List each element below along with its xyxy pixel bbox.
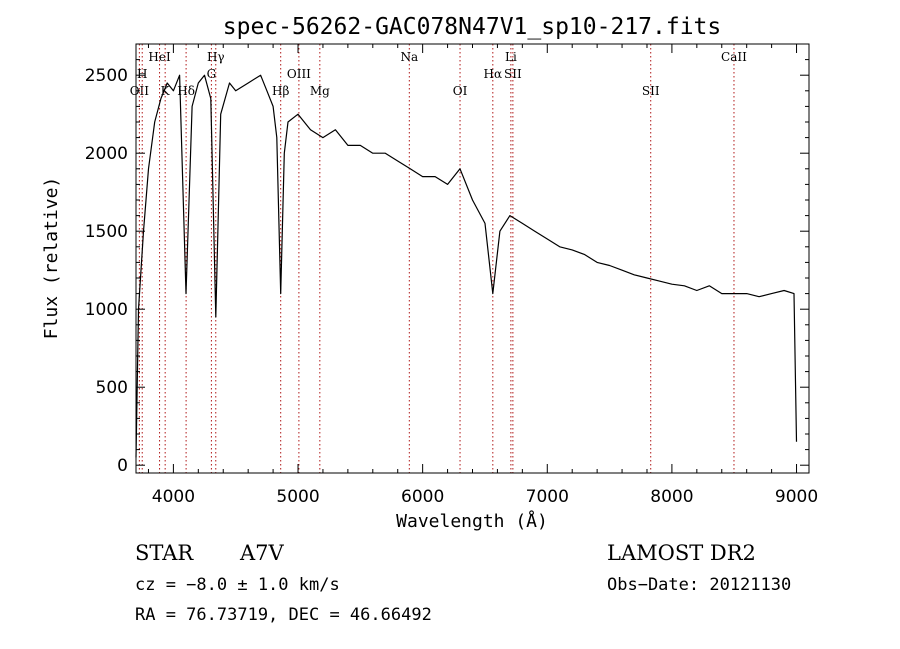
y-tick-label-0: 0 — [117, 456, 128, 476]
object-class: STAR — [135, 541, 194, 565]
ra-dec: RA = 76.73719, DEC = 46.66492 — [135, 605, 432, 625]
line-label-15: SII — [642, 84, 660, 98]
x-axis-label: Wavelength (Å) — [396, 510, 548, 532]
y-tick-label-4: 2000 — [85, 144, 128, 164]
line-label-4: Hδ — [177, 84, 195, 98]
line-label-2: HeI — [148, 50, 171, 64]
plot-frame — [135, 43, 810, 474]
y-axis: 0 500 1000 1500 2000 2500 — [85, 59, 809, 476]
x-axis: 4000 5000 6000 7000 8000 9000 — [147, 44, 818, 507]
line-label-5: Hγ — [207, 50, 225, 64]
object-subclass: A7V — [239, 541, 285, 565]
line-label-14: Li — [505, 50, 517, 64]
y-tick-label-2: 1000 — [85, 300, 128, 320]
spectrum-series — [135, 74, 798, 458]
chart-title: spec-56262-GAC078N47V1_sp10-217.fits — [223, 14, 722, 40]
line-label-1: H — [137, 67, 147, 81]
line-label-8: OIII — [287, 67, 311, 81]
line-label-7: Mg — [310, 84, 330, 98]
y-tick-label-5: 2500 — [85, 66, 128, 86]
x-tick-label-2: 6000 — [401, 487, 444, 507]
redshift-cz: cz = −8.0 ± 1.0 km/s — [135, 575, 340, 595]
line-label-12: Hα — [484, 67, 503, 81]
line-label-10: Na — [400, 50, 418, 64]
spectrum-line — [135, 74, 798, 458]
x-tick-label-5: 9000 — [775, 487, 818, 507]
x-tick-label-4: 8000 — [650, 487, 693, 507]
y-tick-label-3: 1500 — [85, 222, 128, 242]
line-label-16: CaII — [721, 50, 747, 64]
line-label-6: G — [207, 67, 217, 81]
line-label-11: OI — [453, 84, 468, 98]
x-tick-label-3: 7000 — [526, 487, 569, 507]
line-label-13: SII — [504, 67, 522, 81]
observation-date: Obs−Date: 20121130 — [607, 575, 791, 595]
y-tick-label-1: 500 — [96, 378, 128, 398]
x-tick-label-0: 4000 — [152, 487, 195, 507]
y-axis-label: Flux (relative) — [41, 177, 62, 340]
x-tick-label-1: 5000 — [276, 487, 319, 507]
line-label-3: K — [161, 84, 171, 98]
survey-name: LAMOST DR2 — [607, 541, 756, 565]
line-label-9: Hβ — [272, 84, 289, 98]
